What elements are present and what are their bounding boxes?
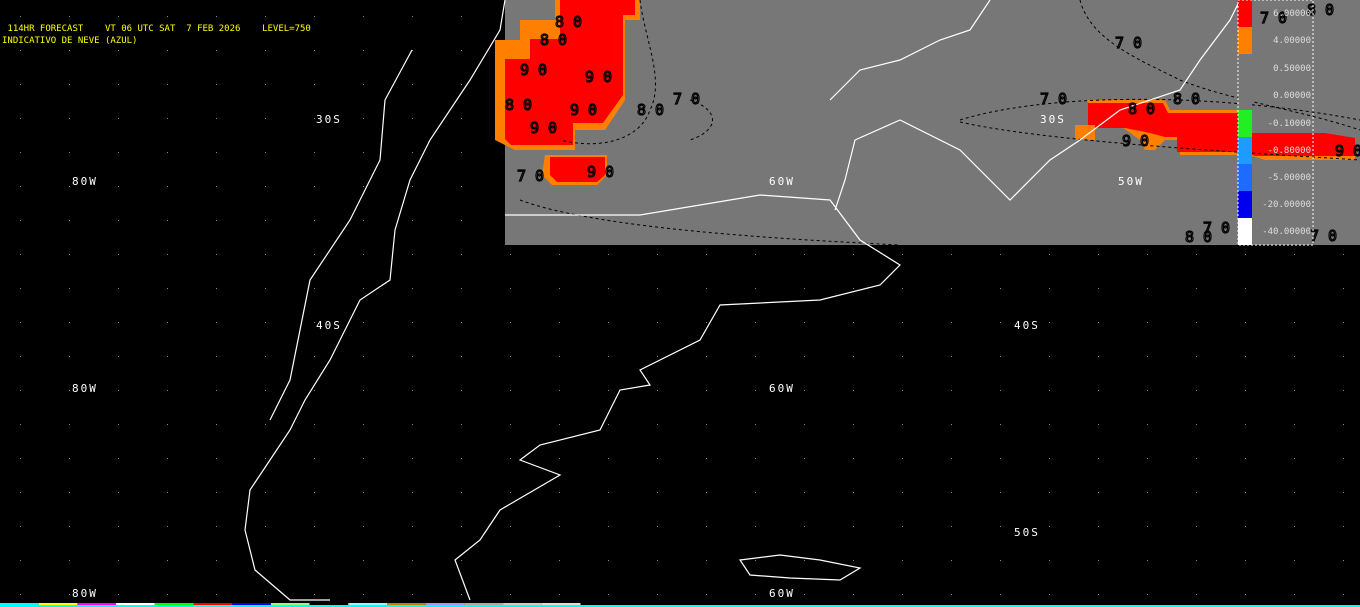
grid-label: 40S [316,319,342,332]
contour-label: 8 0 [555,13,582,31]
contour-label: 9 0 [520,61,547,79]
contour-label: 9 0 [587,163,614,181]
legend-swatch [1238,27,1252,54]
contour-label: 7 0 [1310,227,1337,245]
contour-label: 9 0 [1122,132,1149,150]
grid-label: 40S [1014,319,1040,332]
contour-label: 9 0 [530,119,557,137]
contour-label: 8 0 [505,96,532,114]
grid-label: 50S [1014,526,1040,539]
grid-label: 80W [72,175,98,188]
legend-value: -5.00000 [1268,173,1311,183]
legend-swatch [1238,164,1252,191]
legend-value: 4.00000 [1273,36,1311,46]
grid-label: 30S [1040,113,1066,126]
legend-swatch [1238,0,1252,27]
legend-value: 0.50000 [1273,64,1311,74]
grid-label: 30S [316,113,342,126]
field-title: INDICATIVO DE NEVE (AZUL) [2,36,138,46]
legend-value: -0.80000 [1268,146,1311,156]
color-legend: 6.00000 4.00000 0.50000 0.00000 -0.10000 -0.8… [1238,0,1311,245]
contour-label: 7 0 [673,90,700,108]
contour-label: 8 0 [637,101,664,119]
coastlines [244,0,1241,601]
legend-swatch [1238,82,1252,109]
legend-value: 0.00000 [1273,91,1311,101]
grid-label: 80W [72,587,98,600]
contour-label: 9 0 [585,68,612,86]
contour-label: 9 0 [570,101,597,119]
contour-label: 8 0 [1185,228,1212,246]
legend-value: -40.00000 [1262,227,1311,237]
contour-label: 7 0 [1203,219,1230,237]
legend-swatch [1238,191,1252,218]
legend-swatch [1238,218,1252,245]
contour-label: 8 0 [1173,90,1200,108]
contour-label: 7 0 [1115,34,1142,52]
contour-label: 8 0 [1128,100,1155,118]
legend-swatch [1238,137,1252,164]
precip-areas [495,0,1355,185]
contour-label: 8 0 [1307,1,1334,19]
legend-value: 6.00000 [1273,9,1311,19]
legend-value: -0.10000 [1268,119,1311,129]
grid-label: 60W [769,382,795,395]
grid-label: 50W [1118,175,1144,188]
contour-label: 9 0 [1335,142,1360,160]
legend-swatch [1238,55,1252,82]
legend-value: -20.00000 [1262,200,1311,210]
forecast-header: 114HR FORECAST VT 06 UTC SAT 7 FEB 2026 … [2,24,311,34]
contour-label: 7 0 [1260,9,1287,27]
contour-label: 7 0 [1040,90,1067,108]
contour-lines [519,0,1360,246]
contour-label: 7 0 [517,167,544,185]
legend-swatch [1238,110,1252,137]
contour-label: 8 0 [540,31,567,49]
grid-label: 60W [769,587,795,600]
grid-label: 60W [769,175,795,188]
bottom-color-strip [0,603,1360,607]
legend-frame [1237,0,1314,246]
grid-label: 80W [72,382,98,395]
